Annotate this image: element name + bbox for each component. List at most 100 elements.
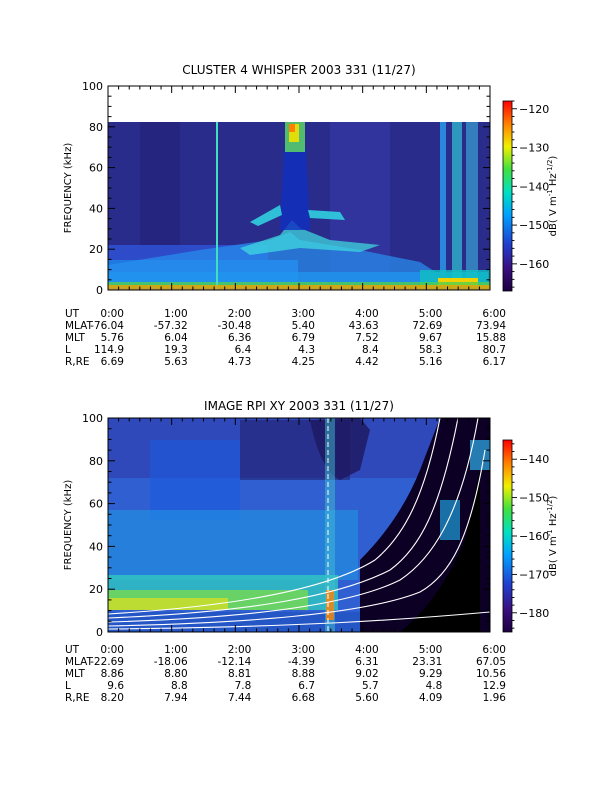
ephemeris-value: -30.48 — [217, 320, 251, 332]
colorbar-tick-label: −140 — [519, 180, 549, 193]
ephemeris-value: 9.29 — [419, 668, 442, 680]
ephemeris-value: 58.3 — [419, 344, 442, 356]
ephemeris-table: UT 0:00 1:00 2:00 3:00 4:00 5:00 6:00 MLAT-22.69… — [65, 644, 506, 704]
spectrogram — [108, 418, 490, 632]
ephemeris-value: 19.3 — [164, 344, 187, 356]
colorbar-ticks: −140 −150 −160 −170 −180 — [512, 443, 549, 629]
colorbar-scale — [502, 439, 513, 633]
ephemeris-row-label: UT — [65, 308, 80, 320]
ephemeris-value: 5:00 — [419, 308, 443, 320]
ephemeris-value: 6.4 — [235, 344, 252, 356]
ephemeris-value: -22.69 — [90, 656, 124, 668]
colorbar-tick-label: −150 — [519, 219, 549, 232]
ephemeris-row-label: MLAT — [65, 656, 94, 668]
ephemeris-value: -4.39 — [288, 656, 315, 668]
ephemeris-value: 6.68 — [292, 692, 315, 704]
ephemeris-value: 3:00 — [291, 308, 315, 320]
ephemeris-value: 7.44 — [228, 692, 252, 704]
ephemeris-value: 67.05 — [476, 656, 506, 668]
colorbar-tick-label: −160 — [519, 530, 549, 543]
colorbar: −140 −150 −160 −170 −180 dB( V m-1 Hz-1/2) — [502, 439, 559, 633]
ephemeris-value: 10.56 — [476, 668, 506, 680]
ephemeris-value: 73.94 — [476, 320, 506, 332]
ephemeris-row-label: L — [65, 344, 71, 356]
ephemeris-value: 7.8 — [235, 680, 252, 692]
ephemeris-value: 1:00 — [164, 644, 188, 656]
ephemeris-value: 4.25 — [292, 356, 315, 368]
ephemeris-value: 4:00 — [355, 308, 379, 320]
ephemeris-row-label: R,RE — [65, 356, 90, 368]
ephemeris-value: 12.9 — [483, 680, 506, 692]
ephemeris-value: 80.7 — [483, 344, 506, 356]
ephemeris-value: 8.80 — [164, 668, 187, 680]
ephemeris-value: 8.4 — [362, 344, 379, 356]
colorbar-scale — [502, 100, 513, 292]
ephemeris-value: 4:00 — [355, 644, 379, 656]
ephemeris-value: 4.42 — [355, 356, 378, 368]
ephemeris-value: 4.73 — [228, 356, 251, 368]
y-tick-label: 80 — [89, 121, 103, 134]
ephemeris-row-label: MLAT — [65, 320, 94, 332]
ephemeris-value: 9.6 — [107, 680, 124, 692]
ephemeris-value: 8.86 — [101, 668, 125, 680]
y-tick-label: 20 — [89, 243, 103, 256]
ephemeris-value: 6.7 — [298, 680, 315, 692]
y-tick-label: 100 — [82, 412, 103, 425]
ephemeris-value: 6:00 — [482, 644, 506, 656]
ephemeris-value: 4.09 — [419, 692, 442, 704]
ephemeris-value: 5.40 — [292, 320, 315, 332]
ephemeris-value: 5.16 — [419, 356, 443, 368]
ephemeris-value: 7.94 — [164, 692, 188, 704]
ephemeris-value: 114.9 — [94, 344, 124, 356]
x-axis-ticks — [107, 86, 491, 290]
ephemeris-value: 9.02 — [355, 668, 378, 680]
ephemeris-value: -18.06 — [154, 656, 188, 668]
y-tick-label: 100 — [82, 80, 103, 93]
colorbar: −120 −130 −140 −150 −160 dB( V m-1 Hz-1/2) — [502, 100, 559, 292]
ephemeris-value: 3:00 — [291, 644, 315, 656]
colorbar-label: dB( V m-1 Hz-1/2) — [546, 496, 559, 577]
spectrogram — [108, 122, 490, 290]
ephemeris-value: 23.31 — [412, 656, 442, 668]
ephemeris-row-label: R,RE — [65, 692, 90, 704]
ephemeris-row-label: MLT — [65, 668, 85, 680]
ephemeris-value: 8.20 — [101, 692, 124, 704]
colorbar-ticks: −120 −130 −140 −150 −160 — [512, 100, 549, 288]
colorbar-tick-label: −180 — [519, 607, 549, 620]
y-tick-label: 60 — [89, 162, 103, 175]
ephemeris-value: 8.8 — [171, 680, 188, 692]
y-axis-label: FREQUENCY (kHz) — [63, 480, 74, 571]
x-axis-ticks — [107, 418, 491, 632]
colorbar-tick-label: −160 — [519, 258, 549, 271]
ephemeris-value: 6.04 — [164, 332, 188, 344]
ephemeris-value: 5.60 — [355, 692, 378, 704]
ephemeris-value: 0:00 — [100, 308, 124, 320]
y-axis-ticks: 0 20 40 60 80 100 — [82, 80, 490, 297]
ephemeris-value: 2:00 — [228, 644, 252, 656]
ephemeris-value: 0:00 — [100, 644, 124, 656]
y-tick-label: 60 — [89, 498, 103, 511]
y-tick-label: 0 — [96, 626, 103, 639]
ephemeris-value: 6.31 — [355, 656, 378, 668]
ephemeris-value: 6:00 — [482, 308, 506, 320]
ephemeris-value: 6.36 — [228, 332, 252, 344]
ephemeris-value: 6.79 — [292, 332, 315, 344]
ephemeris-value: -57.32 — [154, 320, 188, 332]
ephemeris-row-label: UT — [65, 644, 80, 656]
ephemeris-table: UT 0:00 1:00 2:00 3:00 4:00 5:00 6:00 MLAT-76.04… — [65, 308, 506, 368]
chart-title: IMAGE RPI XY 2003 331 (11/27) — [204, 399, 394, 413]
ephemeris-value: 5:00 — [419, 644, 443, 656]
colorbar-tick-label: −140 — [519, 453, 549, 466]
image-panel: IMAGE RPI XY 2003 331 (11/27) — [63, 399, 559, 704]
ephemeris-value: 6.17 — [483, 356, 506, 368]
ephemeris-value: 9.67 — [419, 332, 442, 344]
ephemeris-value: 5.7 — [362, 680, 379, 692]
ephemeris-value: 1:00 — [164, 308, 188, 320]
ephemeris-value: 7.52 — [355, 332, 378, 344]
ephemeris-value: 2:00 — [228, 308, 252, 320]
ephemeris-value: 4.8 — [426, 680, 443, 692]
ephemeris-value: 72.69 — [412, 320, 442, 332]
chart-title: CLUSTER 4 WHISPER 2003 331 (11/27) — [182, 63, 415, 77]
ephemeris-value: 1.96 — [483, 692, 507, 704]
